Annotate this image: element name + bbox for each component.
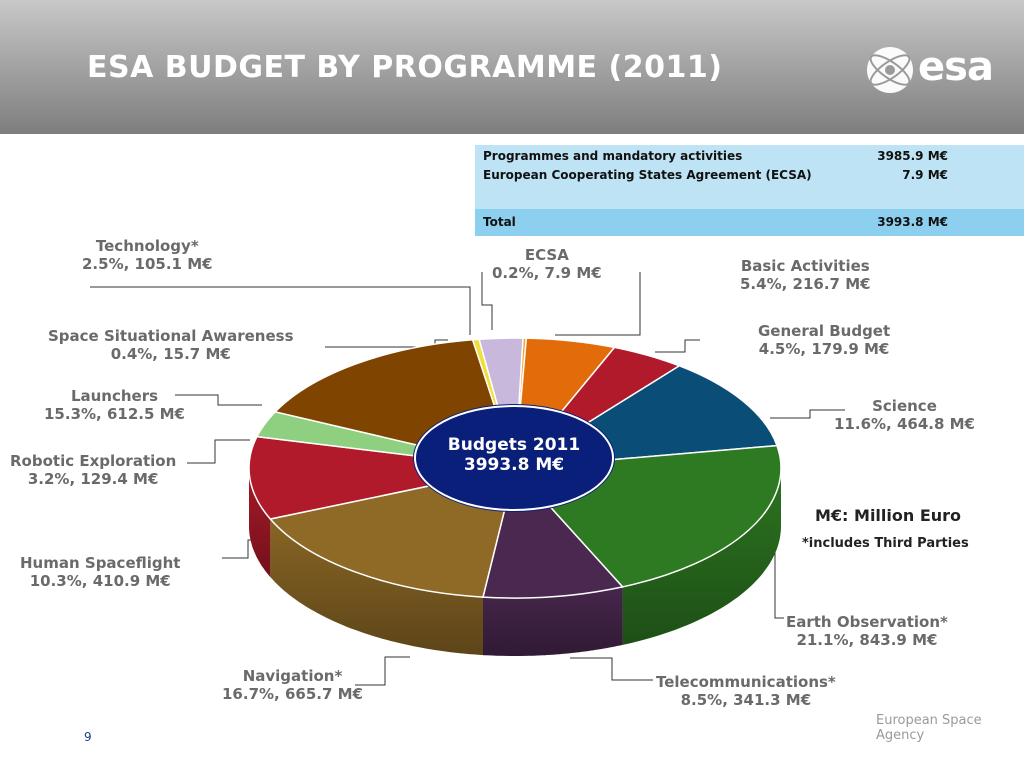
slice-name: Technology* (95, 237, 199, 255)
slice-value: 8.5%, 341.3 M€ (680, 691, 812, 709)
slice-label-science: Science 11.6%, 464.8 M€ (834, 397, 975, 433)
leader-line (774, 545, 784, 619)
leader-line (222, 539, 300, 559)
summary-row-label: European Cooperating States Agreement (E… (483, 168, 812, 182)
slice-name: Basic Activities (740, 257, 870, 275)
slice-name: Earth Observation* (786, 613, 948, 631)
summary-row-value: 3985.9 M€ (877, 149, 948, 163)
footer-agency-name: European Space Agency (876, 713, 982, 743)
slice-name: General Budget (758, 322, 891, 340)
leader-line (325, 339, 448, 348)
pie-side-earth-observation (622, 468, 781, 645)
slice-name: Space Situational Awareness (48, 327, 294, 345)
slice-name: Robotic Exploration (10, 452, 177, 470)
esa-logo-text: esa (918, 44, 994, 90)
slice-name: Launchers (70, 387, 159, 405)
summary-total-label: Total (483, 215, 516, 229)
summary-row-value: 7.9 M€ (902, 168, 948, 182)
leader-line (655, 339, 700, 353)
slice-label-general-budget: General Budget 4.5%, 179.9 M€ (758, 322, 890, 358)
header-banner: ESA BUDGET BY PROGRAMME (2011) esa (0, 0, 1024, 134)
leader-line (355, 656, 410, 686)
slice-value: 15.3%, 612.5 M€ (44, 405, 185, 423)
leader-line (481, 272, 493, 330)
esa-logo-icon (867, 47, 913, 93)
pie-side-shade (483, 586, 623, 656)
unit-note: M€: Million Euro (815, 506, 962, 525)
slice-name: Science (872, 397, 937, 415)
slice-name: Telecommunications* (656, 673, 836, 691)
slice-label-ecsa: ECSA 0.2%, 7.9 M€ (492, 246, 602, 282)
slice-label-telecommunications: Telecommunications* 8.5%, 341.3 M€ (656, 673, 836, 709)
leader-line (175, 394, 262, 406)
slice-value: 11.6%, 464.8 M€ (834, 415, 975, 433)
slice-label-space-situational-awareness: Space Situational Awareness 0.4%, 15.7 M… (48, 327, 294, 363)
pie-side-shade (622, 468, 781, 645)
leader-line (187, 439, 250, 464)
slice-label-human-spaceflight: Human Spaceflight 10.3%, 410.9 M€ (20, 554, 180, 590)
slice-value: 3.2%, 129.4 M€ (27, 470, 159, 488)
pie-side-navigation (270, 519, 483, 656)
slice-name: Navigation* (242, 667, 343, 685)
budget-summary-table: Programmes and mandatory activities 3985… (475, 145, 1024, 236)
slice-label-basic-activities: Basic Activities 5.4%, 216.7 M€ (740, 257, 871, 293)
slice-value: 21.1%, 843.9 M€ (796, 631, 938, 649)
badge-line-2: 3993.8 M€ (463, 455, 565, 475)
leader-line (570, 657, 653, 681)
slice-value: 16.7%, 665.7 M€ (222, 685, 363, 703)
slice-label-navigation: Navigation* 16.7%, 665.7 M€ (222, 667, 363, 703)
slice-value: 10.3%, 410.9 M€ (29, 572, 171, 590)
pie-side-shade (249, 468, 271, 577)
slice-label-technology: Technology* 2.5%, 105.1 M€ (82, 237, 213, 273)
slice-value: 2.5%, 105.1 M€ (82, 255, 213, 273)
slice-value: 5.4%, 216.7 M€ (740, 275, 871, 293)
slice-name: ECSA (524, 246, 569, 264)
summary-row-label: Programmes and mandatory activities (483, 149, 743, 163)
page-number: 9 (84, 730, 92, 744)
summary-total-value: 3993.8 M€ (877, 215, 948, 229)
pie-side-telecommunications (483, 586, 623, 656)
summary-total-row: Total 3993.8 M€ (475, 209, 1024, 236)
badge-line-1: Budgets 2011 (447, 435, 581, 455)
budget-total-badge: Budgets 2011 3993.8 M€ (414, 405, 614, 511)
slice-label-launchers: Launchers 15.3%, 612.5 M€ (44, 387, 185, 423)
pie-side-human-spaceflight (249, 468, 271, 577)
slice-label-earth-observation: Earth Observation* 21.1%, 843.9 M€ (786, 613, 948, 649)
page-title: ESA BUDGET BY PROGRAMME (2011) (87, 50, 723, 85)
pie-side-shade (270, 519, 483, 656)
slice-name: Human Spaceflight (20, 554, 181, 572)
slice-value: 0.4%, 15.7 M€ (110, 345, 231, 363)
slice-value: 4.5%, 179.9 M€ (758, 340, 890, 358)
slice-value: 0.2%, 7.9 M€ (492, 264, 602, 282)
third-parties-note: *includes Third Parties (802, 536, 969, 551)
slice-label-robotic-exploration: Robotic Exploration 3.2%, 129.4 M€ (10, 452, 176, 488)
